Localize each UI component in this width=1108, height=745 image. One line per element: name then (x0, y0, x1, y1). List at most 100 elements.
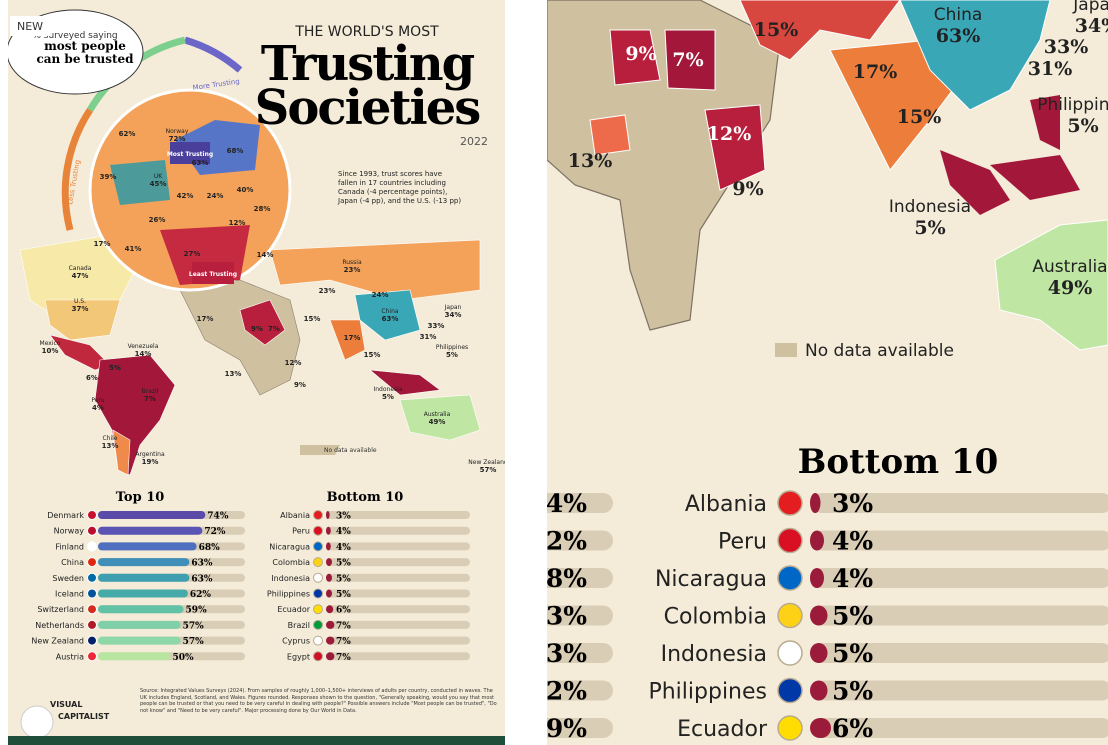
value-label: 7% (336, 653, 351, 663)
map-value: 24% (207, 192, 224, 200)
country: Brazil (288, 621, 310, 630)
map-value: 17% (344, 334, 361, 342)
map-value: 13% (568, 150, 613, 172)
country: Indonesia (271, 574, 310, 583)
map-value: 24% (372, 291, 389, 299)
map-value: 12% (707, 123, 752, 145)
value-label: 5% (336, 590, 351, 600)
map-value: 5% (1067, 115, 1098, 137)
value-label: 3% (832, 489, 873, 518)
flag (313, 635, 323, 646)
map-value: 4% (92, 404, 104, 412)
bar (326, 573, 332, 582)
title: Societies (255, 80, 481, 136)
value-label: 4% (336, 527, 351, 537)
bar-track (326, 636, 470, 645)
bar (98, 652, 171, 661)
quote-line: can be trusted (36, 52, 134, 66)
bar-track (547, 605, 613, 626)
bar (98, 573, 190, 582)
country: Albania (280, 511, 310, 520)
map-value: 5% (382, 393, 394, 401)
map-value: 49% (1048, 277, 1093, 299)
country: China (61, 558, 84, 567)
bar-track (326, 526, 470, 535)
value-label: 3% (336, 512, 351, 522)
map-value: 12% (285, 359, 302, 367)
value-label: 50% (173, 653, 195, 663)
flag (87, 510, 97, 520)
map-country: Brazil (142, 388, 159, 395)
map-value: 9% (294, 381, 306, 389)
bar-track (326, 558, 470, 567)
flag (777, 490, 803, 516)
country: Finland (55, 542, 84, 551)
value-label: 62% (190, 590, 212, 600)
bar-track (547, 680, 613, 701)
flag (313, 510, 323, 520)
bar (810, 718, 831, 738)
value-label: 68% (199, 543, 221, 553)
map-value: 5% (446, 351, 458, 359)
flag (313, 572, 323, 583)
flag (87, 588, 97, 599)
bar (326, 542, 331, 551)
note: Since 1993, trust scores have fallen in 1… (338, 170, 488, 206)
map-value: 12% (229, 219, 246, 227)
map-value: 7% (672, 49, 703, 71)
source: Source: Integrated Values Surveys (2024)… (140, 688, 497, 714)
country: Egypt (287, 652, 310, 661)
bar-track (547, 643, 613, 663)
bar-track (812, 530, 1108, 551)
country: New Zealand (31, 637, 84, 646)
flag (777, 602, 803, 629)
country: Denmark (47, 511, 84, 520)
map-value: 57% (480, 466, 497, 474)
country: Peru (718, 530, 767, 555)
map-value: 6% (86, 374, 98, 382)
kicker: THE WORLD'S MOST (294, 24, 439, 40)
title: Trusting (261, 36, 475, 92)
bar (326, 605, 334, 614)
legend-label: No data available (324, 447, 377, 454)
gauge-label: Most Trusting (167, 151, 213, 158)
bar (810, 643, 828, 663)
bar (98, 620, 181, 629)
map-country: Indonesia (373, 386, 402, 393)
note-line: Since 1993, trust scores have (338, 170, 443, 178)
flag (87, 619, 97, 630)
value-label: 74% (528, 489, 587, 518)
map-value: 63% (936, 25, 981, 47)
flag (313, 651, 323, 662)
map-value: 34% (1075, 15, 1108, 37)
bar (326, 511, 330, 519)
map-country: Indonesia (889, 197, 971, 217)
country: Norway (54, 527, 85, 536)
value-label: 62% (528, 677, 587, 706)
section-title: Top 10 (116, 490, 165, 505)
map-value: 10% (42, 347, 59, 355)
country: Nicaragua (655, 567, 767, 592)
legend-label: No data available (805, 341, 954, 361)
bar-track (547, 530, 613, 551)
map-value: 7% (268, 325, 280, 333)
map-country: New Zealand (468, 459, 508, 466)
section-title: Bottom 10 (798, 442, 999, 482)
map-country: Norway (166, 128, 189, 135)
country: Philippines (648, 680, 767, 705)
map-value: 23% (319, 287, 336, 295)
value-label: 4% (832, 527, 873, 556)
bar-track (326, 589, 470, 598)
flag (87, 635, 97, 646)
value-label: 7% (336, 637, 351, 647)
map-value: 27% (184, 250, 201, 258)
map-country: China (381, 308, 398, 315)
bar-track (547, 718, 613, 738)
value-label: 63% (528, 602, 587, 631)
map-country: Mexico (40, 340, 61, 347)
flag (777, 640, 803, 666)
map-value: 47% (72, 272, 89, 280)
note-line: Canada (-4 percentage points), (338, 188, 448, 196)
bar (98, 542, 197, 551)
